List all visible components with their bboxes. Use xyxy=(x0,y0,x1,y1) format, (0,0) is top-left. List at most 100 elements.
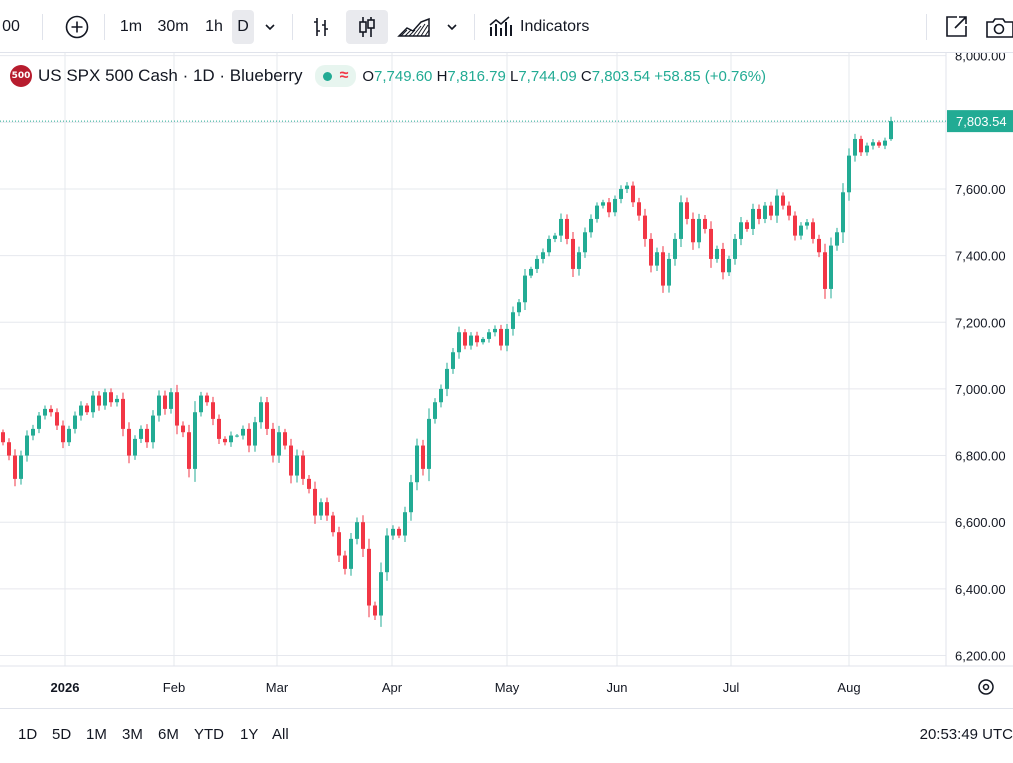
candle-body xyxy=(199,396,203,413)
candle-body xyxy=(493,329,497,332)
range-all[interactable]: All xyxy=(272,721,289,747)
candle-body xyxy=(523,276,527,303)
candle-body xyxy=(319,502,323,515)
candle-body xyxy=(439,389,443,402)
candle-body xyxy=(223,439,227,442)
interval-1h[interactable]: 1h xyxy=(198,10,230,44)
indicators-icon[interactable] xyxy=(486,10,516,44)
candle-body xyxy=(775,196,779,216)
candle-body xyxy=(511,312,515,329)
candle-body xyxy=(409,482,413,512)
candle-body xyxy=(187,432,191,469)
snapshot-icon[interactable] xyxy=(940,10,972,44)
range-ytd[interactable]: YTD xyxy=(194,721,224,747)
range-1m[interactable]: 1M xyxy=(86,721,107,747)
candle-body xyxy=(427,419,431,469)
candle-body xyxy=(535,259,539,269)
chevron-down-icon[interactable] xyxy=(440,10,464,44)
candle-body xyxy=(355,522,359,539)
indicators-button[interactable]: Indicators xyxy=(520,10,604,44)
candle-body xyxy=(61,426,65,443)
candle-style-icon[interactable] xyxy=(346,10,388,44)
range-6m[interactable]: 6M xyxy=(158,721,179,747)
candle-body xyxy=(325,502,329,515)
range-5d[interactable]: 5D xyxy=(52,721,71,747)
candle-body xyxy=(373,606,377,616)
y-tick-label: 6,200.00 xyxy=(955,649,1006,664)
chevron-down-icon[interactable] xyxy=(258,10,282,44)
candle-body xyxy=(625,186,629,189)
candle-body xyxy=(133,439,137,456)
candle-body xyxy=(67,429,71,442)
candle-body xyxy=(721,249,725,272)
candle-body xyxy=(763,206,767,219)
y-tick-label: 6,800.00 xyxy=(955,449,1006,464)
candle-body xyxy=(817,239,821,252)
bar-style-icon[interactable] xyxy=(304,10,338,44)
candle-body xyxy=(391,529,395,536)
candle-body xyxy=(583,232,587,252)
candle-body xyxy=(799,226,803,236)
market-open-dot xyxy=(323,72,332,81)
candle-body xyxy=(109,392,113,402)
candle-body xyxy=(25,436,29,456)
candle-body xyxy=(79,406,83,416)
candle-body xyxy=(343,556,347,569)
candle-body xyxy=(151,416,155,443)
candle-body xyxy=(85,406,89,413)
camera-icon[interactable] xyxy=(984,10,1013,44)
last-price-label: 7,803.54 xyxy=(956,114,1007,129)
candle-body xyxy=(205,396,209,403)
candle-body xyxy=(529,269,533,276)
range-3m[interactable]: 3M xyxy=(122,721,143,747)
interval-1m[interactable]: 1m xyxy=(114,10,148,44)
candle-body xyxy=(277,432,281,455)
candle-body xyxy=(685,202,689,219)
interval-d[interactable]: D xyxy=(232,10,254,44)
market-status-pill[interactable]: ≈ xyxy=(315,65,357,87)
candle-body xyxy=(559,219,563,236)
symbol-search[interactable]: 00 xyxy=(0,10,22,44)
candle-body xyxy=(31,429,35,436)
candle-body xyxy=(679,202,683,239)
candle-body xyxy=(361,522,365,549)
candle-body xyxy=(367,549,371,606)
candle-body xyxy=(397,529,401,536)
interval-30m[interactable]: 30m xyxy=(152,10,194,44)
range-1y[interactable]: 1Y xyxy=(240,721,258,747)
candle-body xyxy=(259,402,263,422)
candle-body xyxy=(37,416,41,429)
range-1d[interactable]: 1D xyxy=(18,721,37,747)
candle-body xyxy=(643,216,647,239)
candle-body xyxy=(19,456,23,479)
settings-icon[interactable] xyxy=(979,680,993,694)
candle-body xyxy=(121,399,125,429)
candle-body xyxy=(499,329,503,346)
price-chart[interactable]: 8,000.007,800.007,600.007,400.007,200.00… xyxy=(0,0,1013,708)
candle-body xyxy=(115,399,119,402)
candle-body xyxy=(637,202,641,215)
candle-body xyxy=(313,489,317,516)
candle-body xyxy=(715,249,719,259)
candle-body xyxy=(673,239,677,259)
toolbar-divider xyxy=(104,14,105,40)
candle-body xyxy=(289,446,293,476)
candle-body xyxy=(421,446,425,469)
candle-body xyxy=(481,339,485,342)
candle-body xyxy=(103,392,107,405)
close-value: 7,803.54 xyxy=(592,68,650,85)
candle-body xyxy=(757,209,761,219)
candle-body xyxy=(127,429,131,456)
toolbar-divider xyxy=(926,14,927,40)
utc-clock[interactable]: 20:53:49 UTC xyxy=(920,721,1013,747)
add-symbol-icon[interactable] xyxy=(60,10,94,44)
candle-body xyxy=(595,206,599,219)
legend-title[interactable]: US SPX 500 Cash · 1D · Blueberry xyxy=(38,66,303,86)
candle-body xyxy=(547,239,551,252)
area-style-icon[interactable] xyxy=(394,10,434,44)
candle-body xyxy=(541,252,545,259)
candle-body xyxy=(769,206,773,216)
candle-body xyxy=(415,446,419,483)
candle-body xyxy=(469,336,473,346)
candle-body xyxy=(805,222,809,225)
